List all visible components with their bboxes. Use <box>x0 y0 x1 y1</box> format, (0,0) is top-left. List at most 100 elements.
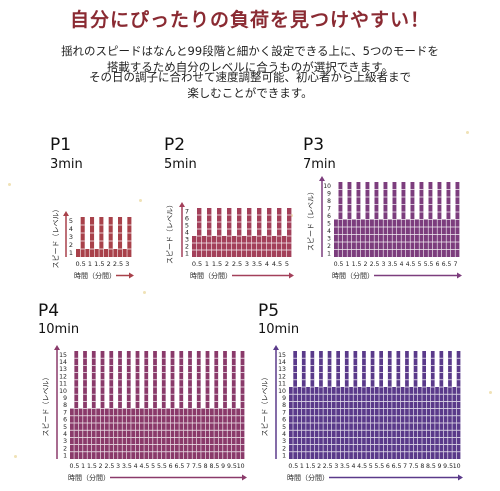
bar <box>344 351 349 459</box>
bar <box>170 351 175 459</box>
x-tick-label: 5 <box>369 463 373 470</box>
x-tick-label: 2 <box>225 260 229 268</box>
x-tick-label: 3 <box>116 463 120 470</box>
bar <box>319 351 323 459</box>
bar <box>227 208 232 257</box>
y-tick-label: 4 <box>327 228 331 235</box>
bar <box>91 351 96 459</box>
y-tick-label: 3 <box>185 236 189 244</box>
bar <box>361 219 365 257</box>
x-tick-label: 2 <box>364 261 368 268</box>
bar <box>74 351 79 459</box>
bar <box>157 408 162 459</box>
y-axis-arrowhead <box>273 345 279 350</box>
x-tick-label: 8.5 <box>426 463 436 470</box>
bar <box>113 408 118 459</box>
bar <box>188 351 192 459</box>
bar <box>336 351 340 459</box>
y-tick-label: 11 <box>59 381 67 388</box>
y-tick-label: 4 <box>185 229 189 237</box>
bar <box>140 408 144 459</box>
x-axis-label: 時間（分間） <box>332 271 374 280</box>
x-tick-label: 6 <box>169 463 173 470</box>
x-tick-label: 1 <box>88 260 92 268</box>
decor-dot <box>290 214 293 217</box>
x-axis-label: 時間（分間） <box>190 271 232 280</box>
y-tick-label: 7 <box>185 208 189 216</box>
bar <box>105 408 109 459</box>
bar <box>99 217 104 257</box>
y-tick-label: 12 <box>59 373 67 380</box>
x-tick-label: 8 <box>204 463 208 470</box>
bar <box>210 408 214 459</box>
bar <box>127 217 132 257</box>
y-tick-label: 1 <box>63 453 67 460</box>
bar <box>282 236 287 257</box>
y-tick-label: 1 <box>69 249 73 257</box>
x-tick-label: 3 <box>382 261 386 268</box>
x-tick-label: 4 <box>400 261 404 268</box>
y-axis-arrowhead <box>54 345 60 350</box>
y-axis-label: スピード（レベル） <box>52 206 60 269</box>
x-axis-label: 時間（分間） <box>74 271 116 280</box>
x-tick-label: 2.5 <box>323 463 333 470</box>
y-tick-label: 2 <box>185 243 189 251</box>
bar <box>362 351 366 459</box>
y-tick-label: 10 <box>323 183 331 190</box>
bar <box>192 408 197 459</box>
y-tick-label: 10 <box>59 388 67 395</box>
bar <box>227 408 232 459</box>
bar <box>430 351 435 459</box>
bar <box>214 351 219 459</box>
bar <box>197 208 202 257</box>
bar <box>144 351 149 459</box>
bar <box>240 351 245 459</box>
bar <box>126 351 131 459</box>
bar <box>196 351 201 459</box>
y-tick-label: 15 <box>278 352 286 359</box>
bar <box>166 408 171 459</box>
y-tick-label: 5 <box>69 217 73 225</box>
y-tick-label: 11 <box>278 381 286 388</box>
y-tick-label: 2 <box>282 445 286 452</box>
bar <box>277 208 282 257</box>
bar <box>397 219 401 257</box>
bar <box>76 249 81 257</box>
bar <box>267 208 272 257</box>
x-axis-arrowhead <box>458 474 463 481</box>
bar <box>202 236 207 257</box>
x-axis-arrowhead <box>242 474 247 481</box>
bar <box>201 408 206 459</box>
y-tick-label: 7 <box>327 205 331 212</box>
p2-name: P2 <box>164 135 186 155</box>
x-tick-label: 9 <box>221 463 225 470</box>
y-tick-label: 2 <box>69 241 73 249</box>
y-tick-label: 1 <box>185 250 189 258</box>
x-tick-label: 1.5 <box>212 260 222 268</box>
x-axis-label: 時間（分間） <box>287 473 329 482</box>
x-tick-label: 10 <box>237 463 245 470</box>
bar <box>222 236 227 257</box>
y-tick-label: 3 <box>63 438 67 445</box>
y-tick-label: 6 <box>185 215 189 223</box>
x-tick-label: 1.5 <box>352 261 362 268</box>
bar <box>207 208 212 257</box>
x-tick-label: 5 <box>285 260 289 268</box>
bar <box>148 408 153 459</box>
p3-duration: 7min <box>303 157 336 172</box>
bar <box>131 408 136 459</box>
y-tick-label: 5 <box>63 424 67 431</box>
x-tick-label: 0.5 <box>69 463 79 470</box>
decor-dot <box>14 455 17 458</box>
bar <box>327 351 332 459</box>
description-line: その日の調子に合わせて速度調整可能、初心者から上級者まで 楽しむことができます。 <box>89 70 411 100</box>
x-tick-label: 6.5 <box>392 463 402 470</box>
y-tick-label: 9 <box>327 190 331 197</box>
y-tick-label: 3 <box>327 235 331 242</box>
x-tick-label: 4.5 <box>357 463 367 470</box>
p3-name: P3 <box>303 135 325 155</box>
bar <box>353 351 358 459</box>
x-tick-label: 1 <box>205 260 209 268</box>
bar <box>352 219 356 257</box>
